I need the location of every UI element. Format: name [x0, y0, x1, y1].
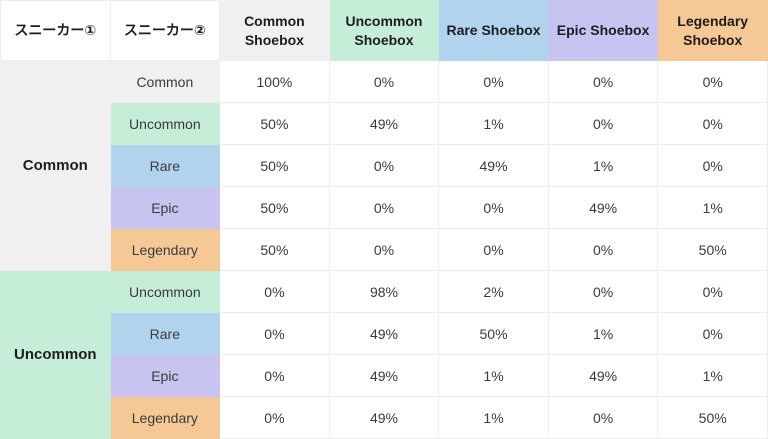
probability-cell: 0% [438, 60, 549, 103]
probability-cell: 50% [219, 102, 330, 145]
table-body: Common Common 100% 0% 0% 0% 0% Uncommon 50% 49% 1%… [0, 60, 768, 439]
probability-cell: 49% [328, 312, 440, 355]
table-row: Rare 50% 0% 49% 1% 0% [1, 144, 768, 187]
probability-cell: 49% [328, 396, 440, 439]
probability-cell: 50% [657, 228, 768, 271]
probability-cell: 0% [438, 186, 549, 229]
probability-cell: 0% [657, 144, 768, 187]
table-row: Legendary 0% 49% 1% 0% 50% [1, 396, 768, 439]
probability-cell: 0% [328, 144, 440, 187]
probability-cell: 1% [438, 396, 549, 439]
probability-cell: 0% [219, 270, 330, 313]
probability-cell: 0% [219, 312, 330, 355]
probability-cell: 1% [657, 354, 768, 397]
probability-cell: 0% [547, 270, 659, 313]
probability-cell: 0% [547, 396, 659, 439]
probability-cell: 49% [547, 186, 659, 229]
sneaker2-rarity-cell: Common [109, 60, 221, 103]
table-row: Legendary 50% 0% 0% 0% 50% [1, 228, 768, 271]
header-common-shoebox: Common Shoebox [219, 0, 330, 61]
sneaker2-rarity-cell: Legendary [109, 228, 221, 271]
probability-cell: 0% [657, 312, 768, 355]
probability-cell: 50% [219, 228, 330, 271]
probability-cell: 0% [328, 60, 440, 103]
probability-cell: 49% [328, 102, 440, 145]
table-header: スニーカー① スニーカー② Common Shoebox Uncommon Shoeb… [0, 0, 768, 61]
header-row: スニーカー① スニーカー② Common Shoebox Uncommon Shoeb… [0, 0, 768, 61]
probability-cell: 49% [438, 144, 549, 187]
probability-cell: 0% [328, 186, 440, 229]
probability-cell: 1% [547, 144, 659, 187]
probability-cell: 50% [657, 396, 768, 439]
header-rare-shoebox: Rare Shoebox [438, 0, 549, 61]
sneaker2-rarity-cell: Epic [109, 354, 221, 397]
sneaker1-rarity-cell: Common [0, 60, 111, 271]
probability-cell: 50% [219, 144, 330, 187]
table-row: Epic 0% 49% 1% 49% 1% [1, 354, 768, 397]
sneaker2-rarity-cell: Legendary [109, 396, 221, 439]
table-row: Common Common 100% 0% 0% 0% 0% [0, 60, 768, 271]
table-row: Uncommon Uncommon 0% 98% 2% 0% 0% [0, 270, 768, 439]
probability-cell: 0% [657, 102, 768, 145]
sneaker2-rarity-cell: Rare [109, 312, 221, 355]
header-legendary-shoebox: Legendary Shoebox [657, 0, 768, 61]
table-row: Epic 50% 0% 0% 49% 1% [1, 186, 768, 229]
probability-cell: 1% [438, 354, 549, 397]
probability-cell: 50% [438, 312, 549, 355]
probability-cell: 0% [657, 270, 768, 313]
probability-cell: 0% [547, 60, 659, 103]
sneaker2-rarity-cell: Epic [109, 186, 221, 229]
probability-cell: 0% [219, 354, 330, 397]
probability-cell: 0% [547, 228, 659, 271]
probability-cell: 0% [657, 60, 768, 103]
table-row: Rare 0% 49% 50% 1% 0% [1, 312, 768, 355]
header-sneaker-2: スニーカー② [109, 0, 221, 61]
header-epic-shoebox: Epic Shoebox [547, 0, 659, 61]
probability-cell: 49% [328, 354, 440, 397]
probability-cell: 1% [547, 312, 659, 355]
probability-cell: 49% [547, 354, 659, 397]
header-sneaker-1: スニーカー① [0, 0, 111, 61]
probability-cell: 0% [328, 228, 440, 271]
probability-cell: 0% [547, 102, 659, 145]
probability-cell: 98% [328, 270, 440, 313]
header-uncommon-shoebox: Uncommon Shoebox [328, 0, 440, 61]
probability-cell: 0% [219, 396, 330, 439]
sneaker2-rarity-cell: Rare [109, 144, 221, 187]
sneaker1-rarity-cell: Uncommon [0, 270, 111, 439]
probability-cell: 1% [438, 102, 549, 145]
probability-cell: 2% [438, 270, 549, 313]
sneaker2-rarity-cell: Uncommon [109, 102, 221, 145]
probability-cell: 100% [219, 60, 330, 103]
probability-cell: 0% [438, 228, 549, 271]
table-row: Uncommon 50% 49% 1% 0% 0% [1, 102, 768, 145]
sneaker2-rarity-cell: Uncommon [109, 270, 221, 313]
probability-cell: 1% [657, 186, 768, 229]
probability-cell: 50% [219, 186, 330, 229]
